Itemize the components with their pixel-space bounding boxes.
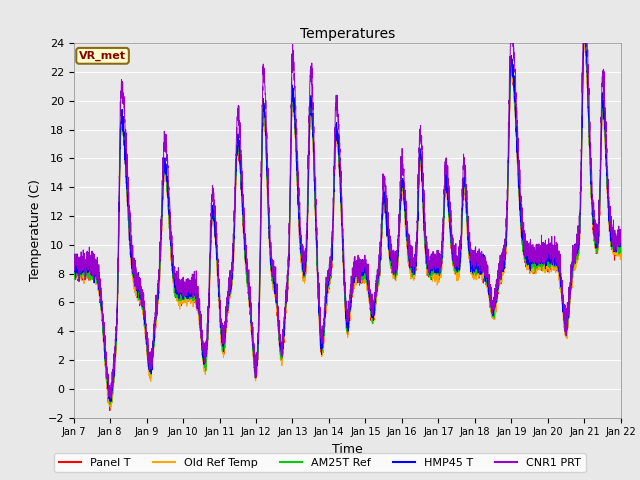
Text: VR_met: VR_met — [79, 51, 126, 61]
Y-axis label: Temperature (C): Temperature (C) — [29, 180, 42, 281]
X-axis label: Time: Time — [332, 443, 363, 456]
Title: Temperatures: Temperatures — [300, 27, 395, 41]
Legend: Panel T, Old Ref Temp, AM25T Ref, HMP45 T, CNR1 PRT: Panel T, Old Ref Temp, AM25T Ref, HMP45 … — [54, 453, 586, 472]
